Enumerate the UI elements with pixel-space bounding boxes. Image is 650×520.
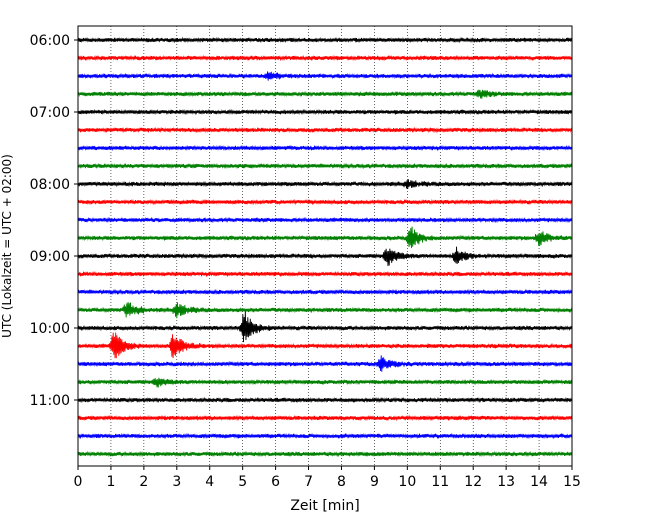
- y-tick-label: 10:00: [30, 321, 70, 337]
- seismogram-trace: [77, 332, 573, 359]
- y-axis-ticks: 06:00 07:00 08:00 09:00 10:00 11:00: [30, 33, 78, 409]
- seismogram-trace: [77, 414, 573, 422]
- seismogram-trace: [77, 270, 573, 278]
- x-tick-label: 15: [563, 474, 581, 490]
- seismogram-trace: [77, 216, 573, 224]
- seismogram-trace: [77, 311, 573, 343]
- x-tick-label: 5: [238, 474, 247, 490]
- x-tick-label: 0: [74, 474, 83, 490]
- y-tick-label: 06:00: [30, 33, 70, 49]
- seismogram-traces: [77, 36, 573, 458]
- seismogram-trace: [77, 108, 573, 116]
- seismogram-trace: [77, 179, 573, 189]
- seismogram-trace: [77, 198, 573, 206]
- seismogram-trace: [77, 396, 573, 404]
- seismogram-trace: [77, 36, 573, 44]
- x-axis-label: Zeit [min]: [290, 498, 359, 514]
- x-tick-label: 14: [530, 474, 548, 490]
- seismogram-trace: [77, 432, 573, 440]
- x-tick-label: 10: [398, 474, 416, 490]
- y-tick-label: 07:00: [30, 105, 70, 121]
- x-tick-label: 11: [431, 474, 449, 490]
- x-tick-label: 7: [304, 474, 313, 490]
- seismogram-trace: [77, 246, 573, 266]
- x-tick-label: 4: [205, 474, 214, 490]
- x-tick-label: 12: [464, 474, 482, 490]
- seismogram-trace: [77, 54, 573, 62]
- x-tick-label: 8: [337, 474, 346, 490]
- seismogram-trace: [77, 301, 573, 319]
- seismogram-trace: [77, 89, 573, 99]
- x-tick-label: 2: [139, 474, 148, 490]
- plot-frame: [77, 25, 573, 467]
- seismogram-trace: [77, 162, 573, 170]
- grid-lines: [110, 26, 540, 466]
- seismogram-trace: [77, 126, 573, 134]
- x-tick-label: 9: [370, 474, 379, 490]
- x-tick-label: 1: [106, 474, 115, 490]
- y-tick-label: 09:00: [30, 249, 70, 265]
- seismogram-trace: [77, 226, 573, 249]
- x-tick-label: 13: [497, 474, 515, 490]
- y-tick-label: 08:00: [30, 177, 70, 193]
- x-tick-label: 6: [271, 474, 280, 490]
- y-axis-label: UTC (Lokalzeit = UTC + 02:00): [0, 154, 14, 338]
- seismogram-trace: [77, 355, 573, 372]
- seismogram-trace: [77, 71, 573, 81]
- seismogram-trace: [77, 288, 573, 296]
- seismogram-trace: [77, 450, 573, 458]
- y-tick-label: 11:00: [30, 393, 70, 409]
- x-tick-label: 3: [172, 474, 181, 490]
- seismogram-trace: [77, 377, 573, 388]
- x-axis-ticks: 0 1 2 3 4 5 6 7 8 9 10 11 12 13 14 15: [74, 466, 581, 490]
- seismogram-trace: [77, 144, 573, 152]
